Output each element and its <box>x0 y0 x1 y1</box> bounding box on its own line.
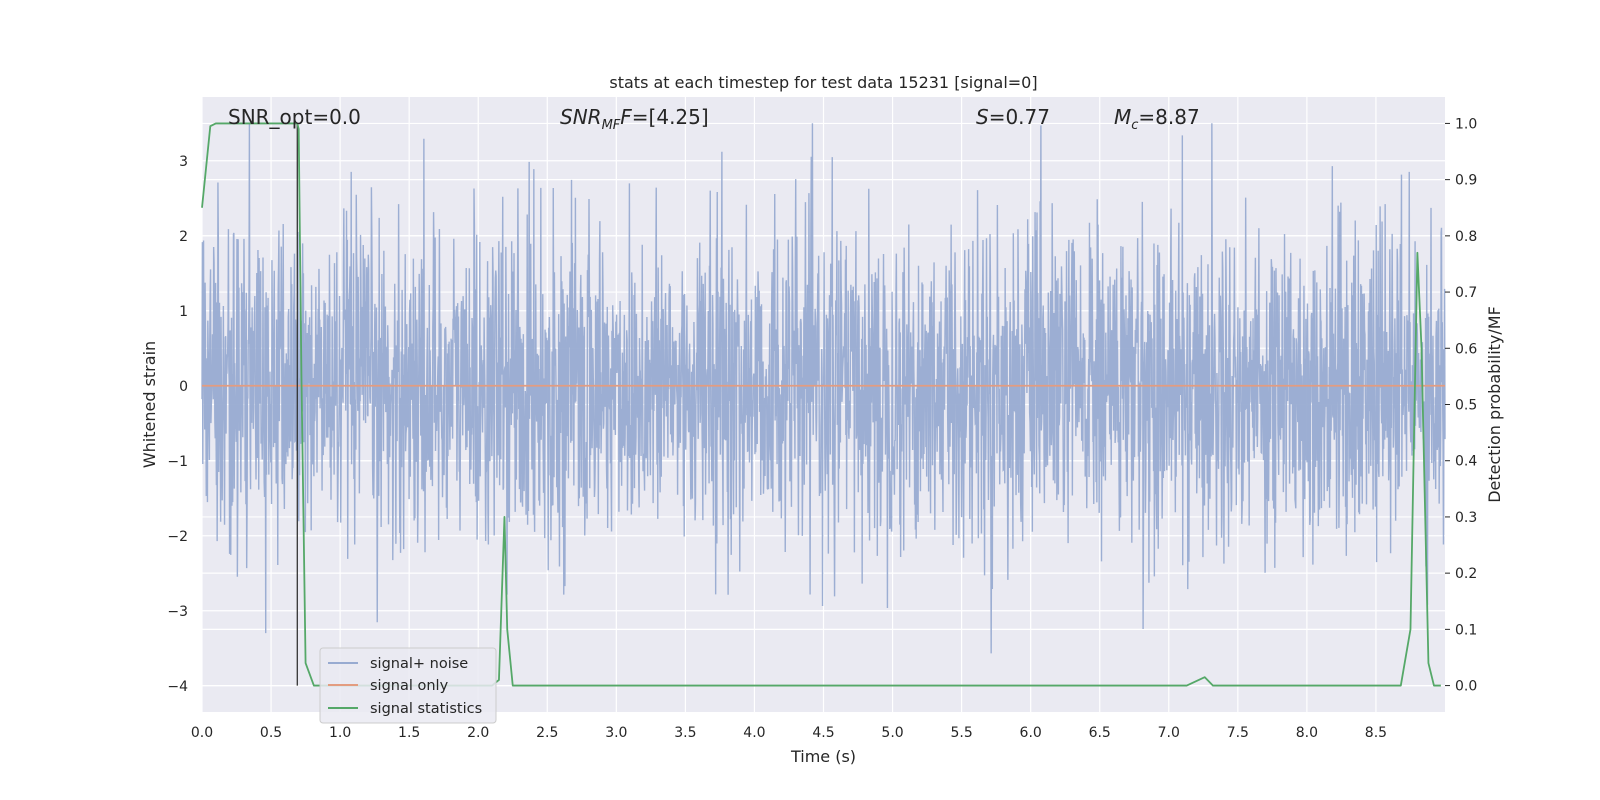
x-tick-label: 0.5 <box>260 725 282 741</box>
signal-noise-line <box>201 123 1446 654</box>
y2-tick-label: 0.8 <box>1455 229 1477 245</box>
x-tick-label: 0.0 <box>191 725 213 741</box>
x-tick-label: 4.0 <box>743 725 765 741</box>
x-tick-label: 5.5 <box>950 725 972 741</box>
x-tick-label: 8.0 <box>1296 725 1318 741</box>
y2-tick-label: 0.3 <box>1455 510 1477 526</box>
x-axis-label: Time (s) <box>790 747 856 766</box>
annotation-layer: SNR_opt=0.0 SNRMFF=[4.25] S=0.77 Mc=8.87 <box>228 105 1200 133</box>
y-tick-label: −3 <box>167 604 188 620</box>
x-tick-label: 8.5 <box>1365 725 1387 741</box>
y-tick-label: 1 <box>179 304 188 320</box>
y-tick-label: −4 <box>167 679 188 695</box>
y2-tick-label: 0.9 <box>1455 173 1477 189</box>
legend-label-signal-only: signal only <box>370 678 449 694</box>
chart-title: stats at each timestep for test data 152… <box>609 73 1037 92</box>
legend: signal+ noise signal only signal statist… <box>319 647 497 724</box>
y2-tick-label: 0.1 <box>1455 622 1477 638</box>
x-tick-label: 3.0 <box>605 725 627 741</box>
s-main: S <box>976 105 989 129</box>
snr-mf-main: SNR <box>560 105 602 129</box>
mc-subscript: c <box>1131 118 1138 133</box>
data-layer <box>201 122 1446 687</box>
x-tick-label: 3.5 <box>674 725 696 741</box>
snr-mf-subscript: MF <box>602 118 621 133</box>
mc-annotation: Mc=8.87 <box>1114 105 1200 133</box>
snr-opt-annotation: SNR_opt=0.0 <box>228 105 361 129</box>
mc-main: M <box>1114 105 1131 129</box>
mc-value: =8.87 <box>1138 105 1199 129</box>
signal-statistics-line <box>201 122 1441 687</box>
s-value: =0.77 <box>989 105 1050 129</box>
legend-label-signal-noise: signal+ noise <box>370 656 468 672</box>
y2-tick-label: 0.7 <box>1455 285 1477 301</box>
y2-axis-label: Detection probability/MF <box>1485 306 1504 503</box>
axes-layer: 0.0 0.5 1.0 1.5 2.0 2.5 3.0 3.5 4.0 4.5 5.0 5.5 6.0 6… <box>167 116 1477 741</box>
y2-tick-label: 0.6 <box>1455 341 1477 357</box>
x-tick-label: 4.5 <box>812 725 834 741</box>
legend-label-signal-statistics: signal statistics <box>370 701 482 717</box>
y2-tick-label: 0.5 <box>1455 398 1477 414</box>
legend-box <box>319 647 497 724</box>
y-axis-label: Whitened strain <box>140 341 159 468</box>
x-tick-label: 7.5 <box>1227 725 1249 741</box>
y-tick-label: −1 <box>167 454 188 470</box>
snr-mf-value: =[4.25] <box>632 105 709 129</box>
y2-tick-label: 0.4 <box>1455 454 1477 470</box>
x-tick-label: 6.5 <box>1089 725 1111 741</box>
snr-mf-annotation: SNRMFF=[4.25] <box>560 105 709 133</box>
y2-tick-label: 1.0 <box>1455 116 1477 132</box>
x-tick-label: 1.0 <box>329 725 351 741</box>
x-tick-label: 6.0 <box>1020 725 1042 741</box>
y2-tick-label: 0.2 <box>1455 566 1477 582</box>
y-tick-label: −2 <box>167 529 188 545</box>
y2-tick-label: 0.0 <box>1455 679 1477 695</box>
s-annotation: S=0.77 <box>976 105 1050 129</box>
y-tick-label: 3 <box>179 154 188 170</box>
x-tick-label: 7.0 <box>1158 725 1180 741</box>
snr-mf-f: F <box>620 105 632 129</box>
y-tick-label: 0 <box>179 379 188 395</box>
x-tick-label: 2.5 <box>536 725 558 741</box>
y-tick-label: 2 <box>179 229 188 245</box>
x-tick-label: 2.0 <box>467 725 489 741</box>
x-tick-label: 1.5 <box>398 725 420 741</box>
x-tick-label: 5.0 <box>881 725 903 741</box>
